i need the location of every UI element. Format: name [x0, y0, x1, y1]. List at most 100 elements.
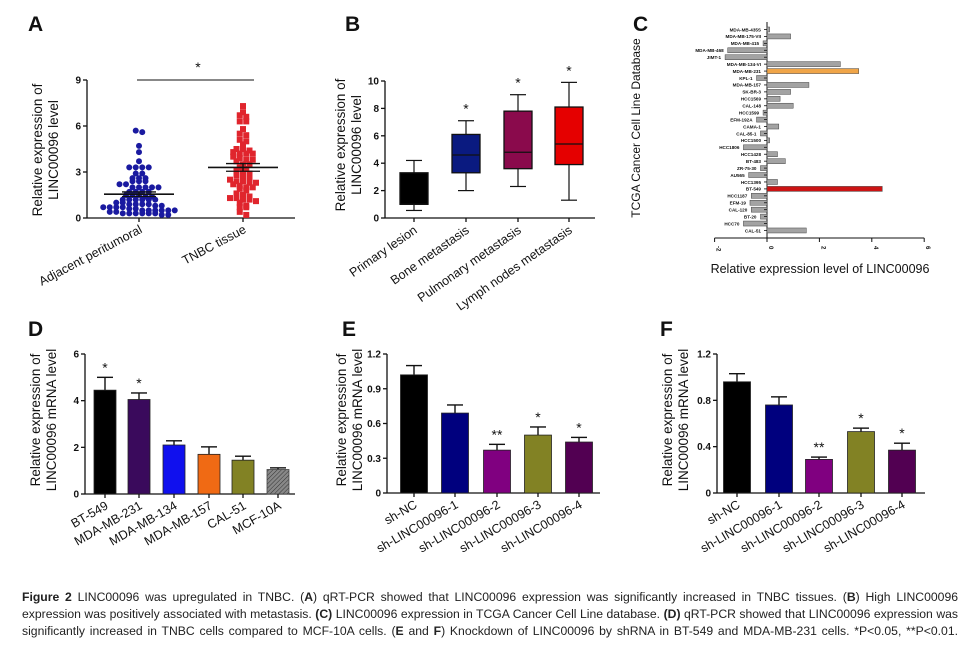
bar [483, 449, 511, 494]
bar [766, 33, 791, 40]
data-point [158, 207, 165, 214]
significance-star: * [535, 409, 541, 425]
data-point [126, 196, 133, 203]
x-tick-label-group: -2 [715, 246, 721, 252]
data-point [132, 170, 139, 177]
y-tick-label: 0 [373, 214, 379, 225]
significance-star: * [576, 419, 582, 435]
data-point [236, 182, 243, 189]
panel-label: D [28, 318, 43, 341]
y-tick-label: MDA-MB-175-VII [726, 34, 761, 39]
x-tick-label-group: 4 [872, 246, 878, 250]
data-point [236, 130, 243, 137]
y-tick-label: MDA-MB-231 [733, 69, 762, 74]
bar [565, 441, 593, 494]
significance-star: * [858, 410, 864, 426]
data-point [171, 207, 178, 214]
y-tick-label: BT-549 [746, 187, 762, 192]
data-point [136, 184, 142, 191]
y-tick-label: HCC1599 [739, 110, 760, 115]
data-point [106, 204, 113, 211]
y-tick-label: 2 [373, 186, 379, 197]
data-point [158, 202, 165, 209]
caption-text: ) qRT-PCR showed that LINC00096 expressi… [313, 590, 847, 604]
panel-label: E [342, 318, 356, 341]
data-point [243, 138, 250, 145]
y-tick-label: 1.2 [367, 350, 381, 361]
data-point [119, 210, 126, 217]
y-tick-label: HCC70 [724, 221, 740, 226]
data-point [243, 150, 250, 157]
data-point [145, 201, 152, 208]
bar [765, 404, 793, 494]
y-tick-label: HCC1428 [741, 152, 762, 157]
panel-label: C [633, 13, 648, 36]
bar [766, 68, 859, 74]
x-tick-label-group: TNBC tissue [180, 222, 249, 267]
y-tick-label: HCC1569 [741, 97, 762, 102]
data-point [230, 181, 237, 188]
y-tick-label: HCC1806 [719, 145, 740, 150]
data-point [240, 103, 246, 110]
bar [231, 459, 255, 495]
y-tick-label: CAL-120 [729, 207, 748, 212]
data-point [152, 210, 159, 217]
data-point [132, 205, 139, 212]
y-tick-label: 0.8 [697, 396, 711, 407]
figure-caption: Figure 2 LINC00096 was upregulated in TN… [22, 589, 958, 640]
x-tick-label: -2 [715, 246, 721, 252]
y-axis-label-line: LINC00096 mRNA level [350, 349, 365, 492]
y-tick-label: 6 [373, 131, 379, 142]
x-tick-label: 6 [924, 246, 930, 250]
y-tick-label: 0 [375, 489, 381, 500]
y-axis-label-line: LINC00096 mRNA level [676, 349, 691, 492]
panel-label: F [660, 318, 673, 341]
bar [400, 374, 428, 494]
data-point [165, 207, 172, 214]
data-point [132, 164, 139, 171]
bar [766, 151, 778, 157]
y-tick-label: BT-483 [746, 159, 762, 164]
x-axis-label: Relative expression level of LINC00096 [711, 262, 930, 276]
y-tick-label: 4 [373, 159, 379, 170]
x-tick-label: 0 [767, 246, 773, 250]
data-point [243, 165, 250, 172]
caption-text: and [403, 624, 434, 638]
significance-star: ** [814, 439, 825, 455]
bar [766, 102, 794, 109]
y-axis-label: TCGA Cancer Cell Line Database [629, 38, 643, 218]
data-point [249, 156, 256, 163]
caption-ref: E [395, 624, 404, 638]
data-point [246, 175, 253, 182]
data-point [126, 210, 133, 217]
data-point [243, 156, 250, 163]
bar [805, 459, 833, 494]
data-point [142, 178, 149, 185]
y-tick-label: SK-BR-3 [742, 90, 761, 95]
bar [766, 123, 780, 130]
y-axis-label: Relative expression of LINC00096 level [30, 83, 61, 216]
data-point [158, 211, 165, 218]
data-point [139, 201, 146, 208]
x-tick-label: 4 [872, 246, 878, 250]
data-point [149, 184, 155, 191]
significance-star: * [899, 425, 905, 441]
y-tick-label: 0 [73, 490, 79, 501]
y-axis-label-line: LINC00096 level [46, 100, 61, 200]
data-point [236, 150, 243, 157]
y-tick-label: 0.9 [367, 384, 381, 395]
box [451, 133, 481, 174]
data-point [129, 184, 136, 191]
bar [524, 434, 552, 494]
data-point [165, 211, 172, 218]
bar [766, 227, 807, 234]
caption-text: ) Knockdown of LINC00096 by shRNA in BT-… [441, 624, 958, 638]
data-point [106, 208, 113, 215]
data-point [145, 196, 152, 203]
significance-star: * [195, 59, 201, 75]
bar [723, 381, 751, 494]
y-axis-label: Relative expression of LINC00096 level [333, 78, 364, 211]
y-tick-label: BT-20 [744, 214, 757, 219]
data-point [132, 201, 139, 208]
data-point [243, 211, 250, 218]
